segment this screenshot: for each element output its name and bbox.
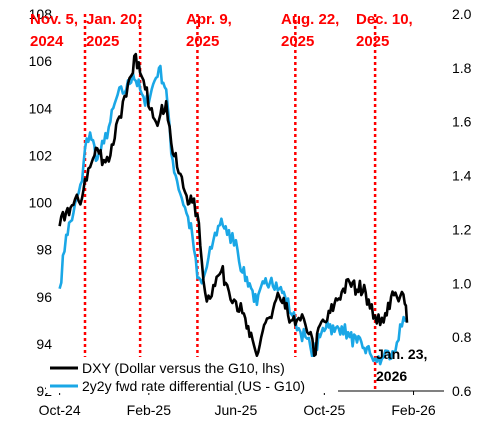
event-label-5-line1: Dec. 10, [356,11,413,28]
event-label-5-line2: 2025 [356,33,389,50]
right-tick-0.8: 0.8 [452,329,472,345]
left-tick-100: 100 [29,195,53,211]
left-tick-108: 108 [29,6,53,22]
legend-box [46,357,338,393]
annotation-line1: Jan. 23, [376,346,427,362]
left-tick-106: 106 [29,53,53,69]
right-tick-2.0: 2.0 [452,6,472,22]
legend-label-dxy: DXY (Dollar versus the G10, lhs) [82,360,285,376]
event-label-4-line1: Aug. 22, [281,11,339,28]
right-tick-1.2: 1.2 [452,221,472,237]
right-tick-0.6: 0.6 [452,383,472,399]
x-tick-Feb-25: Feb-25 [127,402,172,418]
right-axis-ticks: 0.6 0.8 1.0 1.2 1.4 1.6 1.8 2.0 [452,6,472,399]
rate-differential-series-line [58,64,408,366]
right-tick-1.4: 1.4 [452,168,472,184]
x-axis-ticks: Oct-24 Feb-25 Jun-25 Oct-25 Feb-26 [39,391,436,418]
event-label-3-line2: 2025 [186,33,219,50]
event-label-1-line2: 2024 [30,33,64,50]
x-tick-Oct-24: Oct-24 [39,402,81,418]
dxy-series-line [58,52,409,357]
end-annotation: Jan. 23, 2026 [376,346,427,384]
left-tick-98: 98 [36,242,52,258]
left-tick-102: 102 [29,147,53,163]
event-label-2-line1: Jan. 20, [86,11,141,28]
event-label-4-line2: 2025 [281,33,314,50]
legend: DXY (Dollar versus the G10, lhs) 2y2y fw… [46,357,338,394]
x-tick-Jun-25: Jun-25 [214,402,257,418]
series-lines [58,52,409,366]
left-tick-104: 104 [29,100,53,116]
left-tick-96: 96 [36,289,52,305]
event-label-1-line1: Nov. 5, [30,11,78,28]
event-labels: Nov. 5, 2024 Jan. 20, 2025 Apr. 9, 2025 Aug. 2… [30,11,413,50]
legend-label-diff: 2y2y fwd rate differential (US - G10) [82,378,305,394]
left-tick-94: 94 [36,336,52,352]
right-tick-1.0: 1.0 [452,275,472,291]
event-label-3-line1: Apr. 9, [186,11,232,28]
x-tick-Feb-26: Feb-26 [391,402,436,418]
right-tick-1.6: 1.6 [452,114,472,130]
event-label-2-line2: 2025 [86,33,119,50]
annotation-line2: 2026 [376,368,407,384]
x-tick-Oct-25: Oct-25 [303,402,345,418]
right-tick-1.8: 1.8 [452,60,472,76]
